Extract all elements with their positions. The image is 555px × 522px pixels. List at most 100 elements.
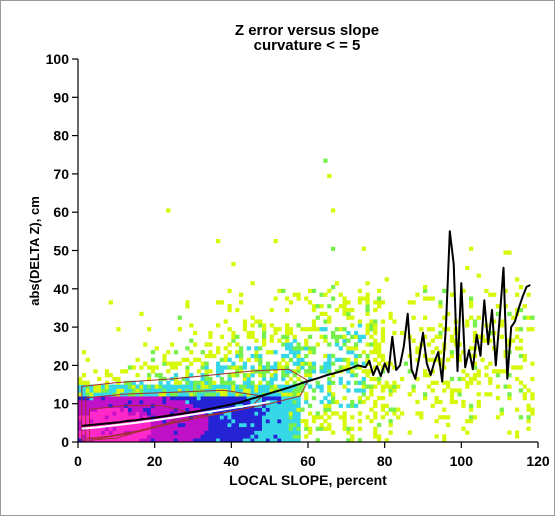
density-cell: [346, 300, 351, 305]
density-cell: [265, 396, 271, 401]
density-cell: [162, 399, 167, 405]
density-cell: [334, 399, 340, 405]
density-cell: [292, 438, 297, 443]
density-cell: [162, 407, 167, 412]
density-cell: [150, 422, 156, 428]
density-cell: [269, 338, 274, 343]
density-cell: [285, 411, 290, 416]
density-cell: [231, 426, 236, 431]
density-cell: [304, 396, 309, 401]
density-cell: [124, 411, 129, 416]
density-cell: [131, 415, 136, 420]
density-cell: [97, 415, 102, 420]
density-cell: [323, 361, 328, 366]
density-cell: [480, 338, 485, 343]
density-cell: [273, 419, 278, 424]
density-cell: [262, 369, 267, 374]
density-cell: [503, 384, 508, 389]
density-cell: [277, 426, 282, 431]
density-cell: [204, 434, 209, 439]
density-cell: [323, 311, 328, 317]
density-cell: [216, 373, 221, 378]
density-cell: [208, 392, 213, 397]
density-cell: [189, 399, 194, 405]
density-cell: [354, 334, 359, 339]
density-cell: [331, 284, 336, 290]
density-cell: [227, 411, 232, 416]
density-cell: [104, 369, 110, 374]
density-cell: [380, 338, 386, 343]
density-cell: [93, 430, 98, 435]
density-cell: [426, 296, 432, 301]
density-cell: [135, 419, 140, 424]
density-cell: [296, 422, 301, 428]
density-cell: [250, 426, 255, 431]
density-cell: [116, 407, 121, 412]
density-cell: [173, 430, 179, 435]
density-cell: [78, 419, 83, 424]
density-cell: [449, 338, 455, 343]
density-cell: [285, 426, 290, 431]
density-cell: [346, 403, 351, 408]
density-cell: [269, 407, 274, 412]
density-cell: [93, 403, 98, 408]
density-cell: [472, 319, 478, 324]
density-cell: [442, 407, 447, 412]
density-cell: [154, 399, 159, 405]
density-cell: [235, 430, 240, 435]
density-cell: [143, 399, 148, 405]
density-cell: [373, 403, 378, 408]
density-cell: [292, 373, 297, 378]
density-cell: [135, 373, 140, 378]
density-cell: [296, 376, 301, 382]
density-cell: [158, 388, 163, 393]
density-cell: [365, 323, 370, 328]
density-cell: [285, 365, 290, 370]
density-cell: [407, 369, 412, 374]
density-cell: [346, 438, 351, 443]
density-cell: [446, 311, 451, 317]
x-axis-label: LOCAL SLOPE, percent: [229, 472, 387, 488]
density-cell: [323, 319, 328, 324]
density-cell: [262, 384, 267, 389]
density-cell: [166, 411, 171, 416]
density-cell: [242, 323, 248, 328]
density-cell: [369, 334, 374, 339]
density-cell: [415, 346, 420, 351]
density-cell: [281, 365, 286, 370]
density-cell: [208, 422, 213, 428]
density-cell: [296, 411, 301, 416]
density-cell: [426, 357, 432, 362]
density-cell: [242, 388, 248, 393]
density-cell: [154, 434, 159, 439]
density-cell: [331, 246, 336, 251]
density-cell: [373, 330, 378, 336]
density-cell: [288, 369, 294, 374]
density-cell: [166, 399, 171, 405]
density-cell: [304, 422, 309, 428]
density-cell: [227, 407, 232, 412]
density-cell: [411, 315, 416, 320]
density-cell: [78, 403, 83, 408]
density-cell: [162, 434, 167, 439]
density-cell: [250, 415, 255, 420]
density-cell: [235, 403, 240, 408]
density-cell: [185, 434, 190, 439]
density-cell: [288, 330, 294, 336]
density-cell: [265, 407, 271, 412]
density-cell: [396, 384, 401, 389]
density-cell: [457, 353, 462, 359]
density-cell: [434, 346, 439, 351]
density-cell: [373, 346, 378, 351]
density-cell: [189, 361, 194, 366]
density-cell: [208, 411, 213, 416]
density-cell: [281, 422, 286, 428]
density-cell: [200, 380, 205, 385]
density-cell: [373, 411, 378, 416]
density-cell: [120, 396, 125, 401]
density-cell: [242, 373, 248, 378]
density-cell: [469, 407, 474, 412]
density-cell: [208, 330, 213, 336]
density-cell: [223, 396, 228, 401]
density-cell: [526, 388, 531, 393]
